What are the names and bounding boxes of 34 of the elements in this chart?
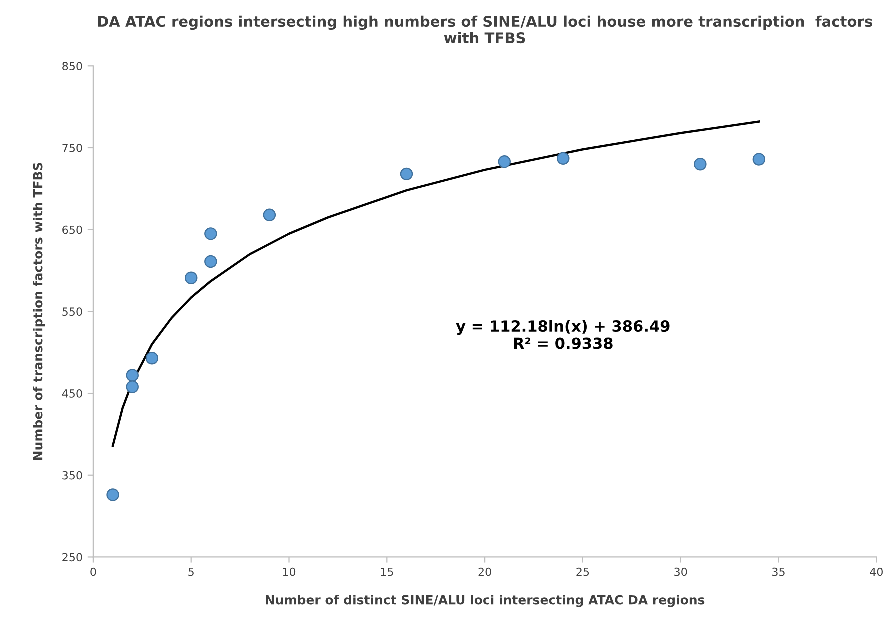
- point: [204, 255, 218, 268]
- x-tick-label: 10: [283, 568, 296, 576]
- x-tick-label: 0: [90, 568, 96, 576]
- chart-title: DA ATAC regions intersecting high numbers of SINE/ALU loci house more transcription factors with TFBS: [98, 16, 872, 44]
- y-tick-label: 250: [62, 553, 82, 562]
- point: [557, 152, 570, 165]
- y-tick-label: 850: [62, 62, 82, 71]
- y-tick-label: 650: [62, 226, 82, 234]
- x-tick-label: 5: [188, 568, 194, 576]
- y-tick-label: 550: [62, 308, 82, 316]
- x-tick-label: 30: [674, 568, 688, 576]
- point: [263, 208, 276, 222]
- x-tick-label: 25: [576, 568, 590, 576]
- point: [752, 153, 766, 166]
- y-axis-title: Number of transcription factors with TFBS: [33, 163, 46, 460]
- y-tick-label: 350: [62, 471, 82, 480]
- point: [184, 272, 198, 284]
- point: [106, 488, 120, 502]
- x-axis-title: Number of distinct SINE/ALU loci intersecting ATAC DA regions: [266, 595, 705, 608]
- point: [126, 369, 139, 382]
- x-tick-label: 35: [772, 568, 785, 576]
- point: [400, 168, 414, 181]
- y-tick-label: 450: [62, 390, 82, 398]
- y-tick-label: 750: [62, 144, 82, 152]
- x-tick-label: 40: [870, 568, 883, 576]
- point: [146, 352, 159, 365]
- point: [204, 228, 218, 240]
- point: [126, 380, 139, 394]
- point: [694, 158, 707, 171]
- point: [498, 156, 511, 168]
- x-tick-label: 15: [381, 568, 394, 576]
- x-tick-label: 20: [478, 568, 492, 576]
- annotation: y = 112.18ln(x) + 386.49 R² = 0.9338: [456, 320, 670, 350]
- line-series: [112, 120, 760, 448]
